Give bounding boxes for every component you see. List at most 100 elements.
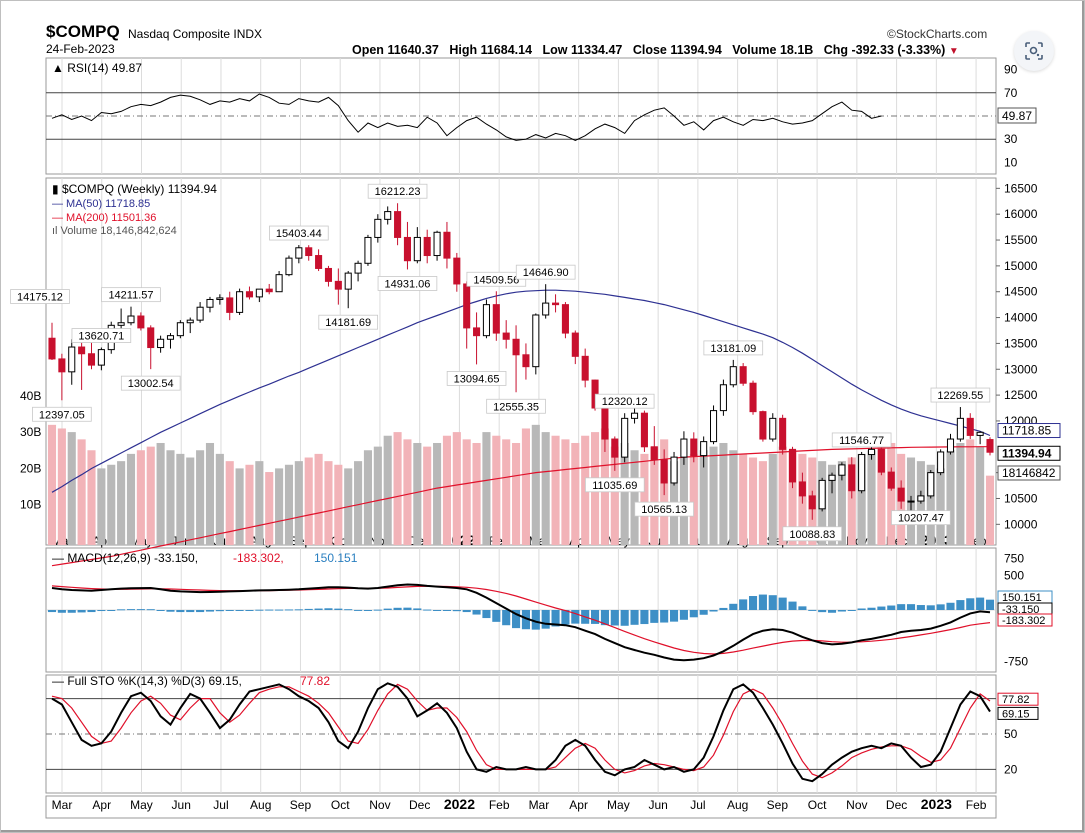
macd-hist-bar [778, 597, 787, 610]
candle-body [334, 280, 342, 290]
volume-bar [571, 442, 580, 545]
candle-body [196, 306, 204, 321]
price-annotation: 15403.44 [276, 228, 322, 240]
price-tick-label: 14000 [1004, 311, 1038, 325]
candle-body [482, 304, 490, 337]
ma50-line [51, 289, 991, 493]
volume-bar [502, 439, 511, 545]
macd-hist-bar [669, 610, 679, 622]
candle-body [660, 459, 668, 484]
volume-bar [255, 461, 264, 545]
candle-body [58, 358, 66, 373]
volume-bar [393, 432, 402, 545]
volume-bar [620, 442, 629, 545]
macd-hist-bar [630, 610, 639, 625]
candle-body [927, 472, 935, 497]
macd-tick-label: 750 [1004, 551, 1024, 565]
rsi-tick-label: 90 [1004, 63, 1018, 77]
ma200-line [51, 446, 990, 567]
lens-icon [1025, 42, 1043, 60]
macd-hist-bar [215, 610, 224, 612]
volume-bar [126, 453, 136, 545]
high-value: 11684.14 [480, 43, 533, 57]
volume-bar [630, 450, 639, 545]
volume-bar [275, 468, 284, 545]
lens-search-button[interactable] [1014, 31, 1054, 71]
candle-body [166, 335, 175, 340]
month-label: 2022 [444, 796, 475, 812]
volume-bar [383, 435, 392, 545]
macd-hist-bar [818, 610, 827, 613]
macd-hist-bar [107, 610, 116, 611]
candle-body [315, 255, 323, 269]
macd-hist-bar [225, 610, 234, 611]
macd-hist-bar [304, 608, 313, 610]
rsi-last-tag [997, 107, 1037, 124]
macd-hist-bar [363, 610, 373, 611]
price-annotation-box [269, 225, 329, 241]
volume-bar [699, 450, 708, 545]
macd-hist-bar [344, 609, 353, 611]
macd-signal-legend: -183.302, [233, 551, 284, 565]
candle-body [48, 337, 56, 360]
volume-bar [245, 464, 254, 545]
chg-label: Chg [823, 43, 849, 57]
volume-bar [748, 457, 758, 545]
volume-bar [284, 464, 294, 545]
candle-body [611, 438, 619, 458]
candle-body [97, 349, 105, 366]
candle-body [502, 332, 510, 340]
price-tick-label: 10500 [1004, 491, 1038, 505]
macd-hist-bar [976, 597, 985, 610]
macd-hist-bar [600, 610, 609, 626]
volume-bar [827, 464, 837, 545]
macd-hist-bar [620, 610, 629, 626]
month-label: Mar [529, 798, 550, 812]
macd-hist-bar [847, 610, 856, 611]
month-label: Jun [172, 798, 191, 812]
candle-body [354, 262, 362, 274]
macd-hist-bar [413, 608, 422, 610]
candle-body [818, 479, 826, 510]
macd-hist-bar [314, 608, 323, 610]
macd-hist-bar [156, 610, 165, 611]
candle-body [344, 272, 352, 290]
candle-body [157, 338, 165, 349]
macd-hist-bar [255, 609, 264, 611]
high-label: High [449, 43, 478, 57]
candle-body [216, 297, 224, 300]
candle-body [956, 417, 964, 440]
signal-last-tag-value: -183.302 [1002, 615, 1045, 627]
volume-bar [146, 446, 155, 545]
macd-hist-bar [186, 610, 195, 613]
candle-body [295, 247, 303, 259]
candle-body [680, 438, 688, 458]
close-last-tag-value: 11394.94 [1002, 446, 1052, 460]
macd-hist-bar [897, 604, 906, 610]
volume-bar [867, 450, 876, 545]
volume-bar [413, 442, 422, 545]
rsi-tick-label: 10 [1004, 155, 1018, 169]
month-label: Aug [250, 798, 271, 812]
candle-body [601, 407, 609, 440]
close-label: Close [632, 43, 667, 57]
volume-bar [936, 468, 945, 545]
volume-bar [373, 446, 382, 545]
candle-body [245, 291, 254, 298]
macd-hist-bar [166, 610, 175, 612]
ma50-last-tag-value: 11718.85 [1002, 424, 1051, 438]
sto-k-last-tag [997, 706, 1039, 720]
price-annotation-box [782, 526, 843, 542]
month-label: Jun [648, 798, 667, 812]
volume-bar [739, 453, 748, 545]
rsi-legend: ▲ RSI(14) 49.87 [52, 61, 142, 75]
macd-hist-bar [423, 609, 432, 611]
candle-body [779, 417, 787, 450]
chg-value: -392.33 (-3.33%) [851, 43, 946, 57]
macd-hist-bar [393, 607, 402, 610]
stockcharts-brand[interactable]: ©StockCharts.com [887, 27, 988, 41]
candle-body [670, 456, 678, 484]
candle-body [907, 500, 915, 503]
candle-body [759, 411, 767, 440]
candle-body [473, 327, 481, 337]
